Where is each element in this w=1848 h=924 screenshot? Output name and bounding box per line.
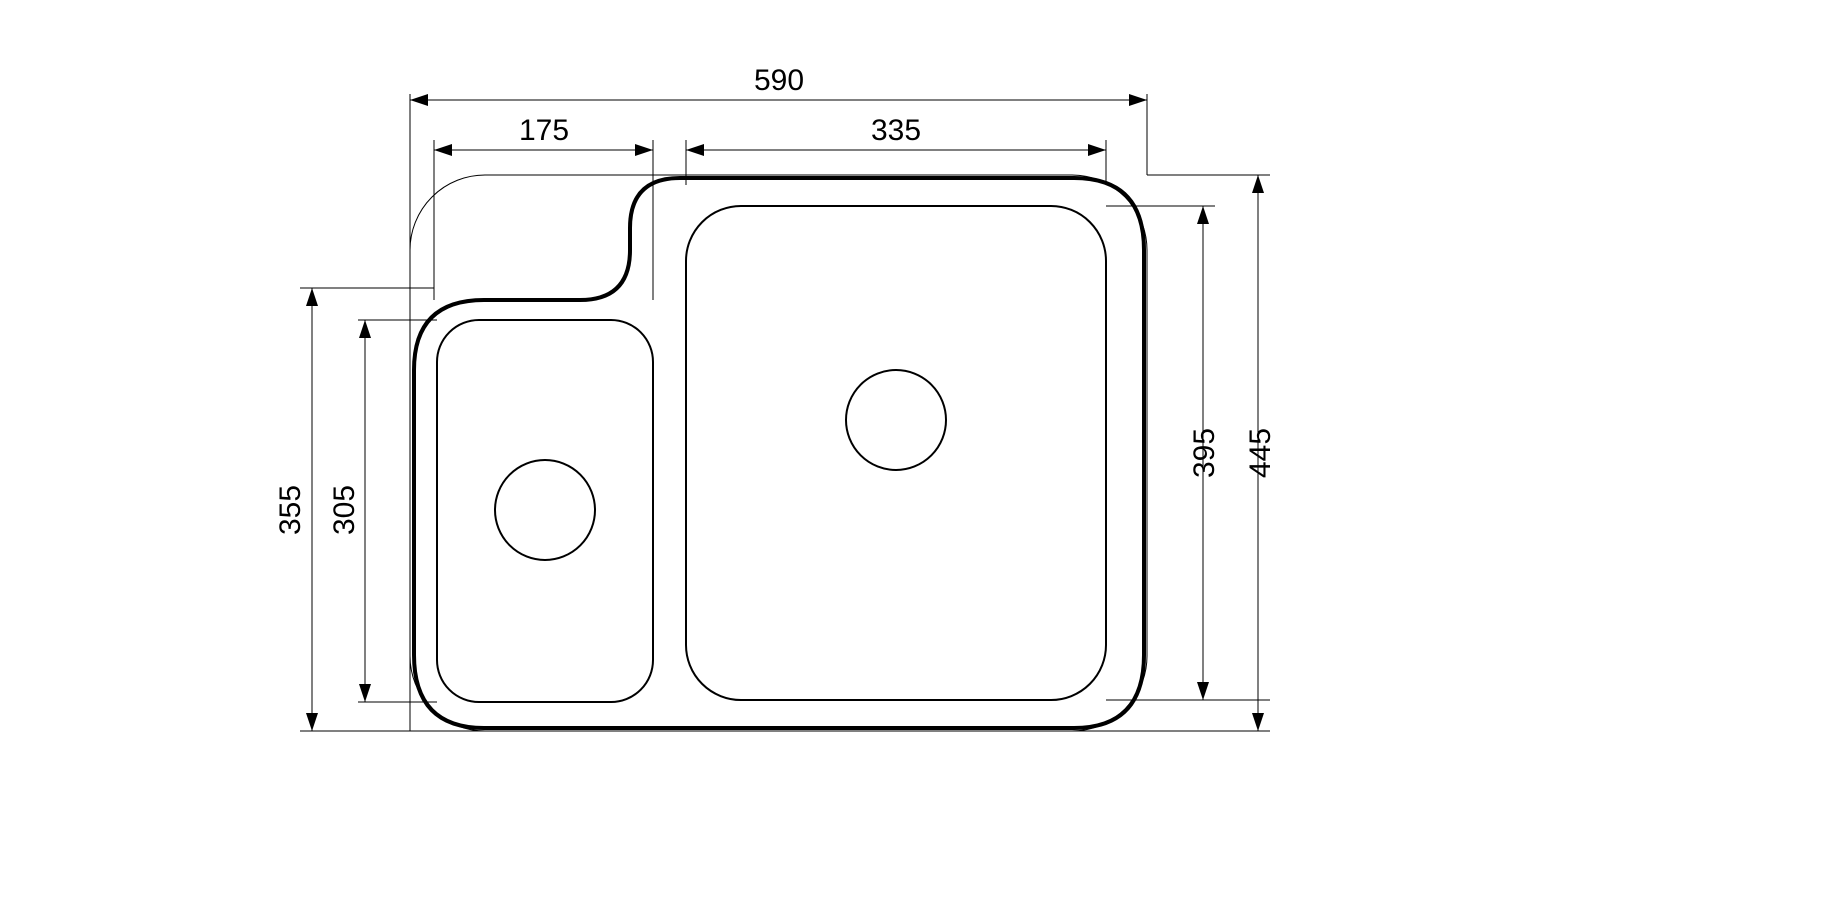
large-bowl xyxy=(686,206,1106,700)
dimension-590: 590 xyxy=(410,64,1147,106)
dimension-label: 355 xyxy=(274,485,307,535)
dimension-305: 305 xyxy=(328,320,371,702)
dimension-label: 590 xyxy=(754,64,804,97)
dimension-335: 335 xyxy=(686,114,1106,156)
dimension-175: 175 xyxy=(434,114,653,156)
large-drain xyxy=(846,370,946,470)
dimension-355: 355 xyxy=(274,288,318,731)
dimension-label: 305 xyxy=(328,485,361,535)
dimension-395: 395 xyxy=(1188,206,1221,700)
dimension-label: 445 xyxy=(1244,428,1277,478)
small-drain xyxy=(495,460,595,560)
outer-bounding-rect xyxy=(410,175,1147,731)
small-bowl xyxy=(437,320,653,702)
sink-outer-profile xyxy=(414,178,1144,728)
dimension-label: 175 xyxy=(519,114,569,147)
dimension-label: 335 xyxy=(871,114,921,147)
technical-drawing: 590 175 335 355 305 395 445 xyxy=(0,0,1848,924)
dimension-445: 445 xyxy=(1244,175,1277,731)
dimension-label: 395 xyxy=(1188,428,1221,478)
